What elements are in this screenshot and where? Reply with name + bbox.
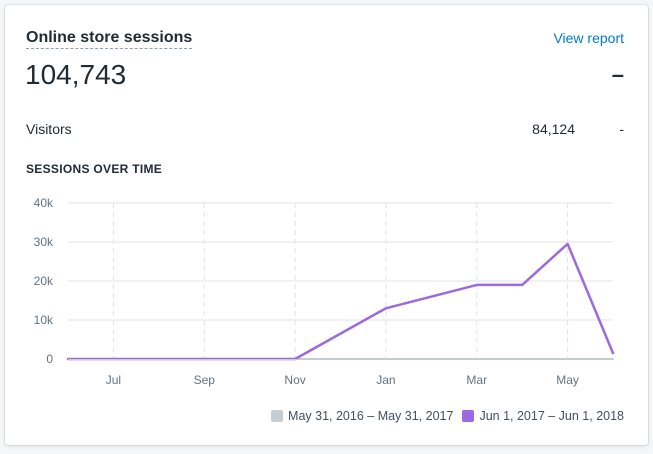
legend-label-previous: May 31, 2016 – May 31, 2017: [288, 409, 454, 423]
x-tick-label: Sep: [194, 373, 216, 387]
view-report-link[interactable]: View report: [553, 30, 624, 46]
legend-label-current: Jun 1, 2017 – Jun 1, 2018: [479, 409, 624, 423]
section-title: SESSIONS OVER TIME: [26, 162, 163, 176]
sessions-chart: 0 10k 20k 30k 40k Jul Sep Nov Jan Mar May: [34, 196, 615, 387]
y-tick-label: 10k: [34, 313, 54, 327]
legend-swatch-current: [462, 410, 475, 422]
x-tick-label: Jan: [376, 373, 395, 387]
y-tick-label: 0: [46, 352, 53, 366]
visitors-delta: -: [619, 121, 624, 137]
chart-legend: May 31, 2016 – May 31, 2017 Jun 1, 2017 …: [262, 408, 624, 424]
y-tick-label: 30k: [34, 235, 54, 249]
legend-item-previous[interactable]: May 31, 2016 – May 31, 2017: [271, 408, 453, 424]
total-sessions-value: 104,743: [25, 59, 127, 90]
x-tick-label: May: [556, 373, 579, 387]
visitors-value: 84,124: [532, 121, 575, 137]
x-tick-label: Mar: [466, 373, 487, 387]
legend-swatch-previous: [271, 410, 284, 422]
total-sessions-delta: –: [611, 62, 624, 87]
visitors-label: Visitors: [26, 121, 72, 137]
y-tick-label: 20k: [34, 274, 54, 288]
legend-item-current[interactable]: Jun 1, 2017 – Jun 1, 2018: [462, 408, 624, 424]
y-tick-label: 40k: [34, 196, 54, 210]
sessions-card: Online store sessions View report 104,74…: [5, 5, 648, 445]
series-line-current: [66, 242, 615, 361]
x-tick-label: Nov: [284, 373, 305, 387]
card-title[interactable]: Online store sessions: [26, 28, 193, 49]
x-tick-label: Jul: [106, 373, 121, 387]
